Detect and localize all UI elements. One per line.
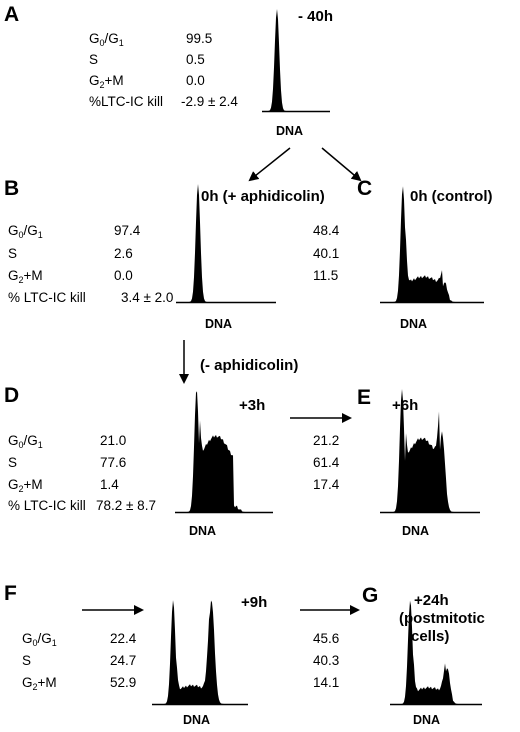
histogram-area <box>390 600 482 704</box>
label-g2m: G2+M <box>89 73 124 90</box>
value-g2m: 17.4 <box>313 477 340 492</box>
label-ltc-kill: % LTC-IC kill <box>8 290 86 305</box>
label-g0g1: G0/G1 <box>89 31 124 48</box>
value-g0g1: 22.4 <box>110 631 137 646</box>
panel-letter-b: B <box>4 177 20 200</box>
value-s: 77.6 <box>100 455 127 470</box>
panel-letter-g: G <box>362 584 379 607</box>
value-s: 0.5 <box>186 52 205 67</box>
label-ltc-kill: %LTC-IC kill <box>89 94 163 109</box>
label-g2m: G2+M <box>8 268 43 285</box>
value-ltc-kill: 78.2 ± 8.7 <box>96 498 156 513</box>
value-g2m: 14.1 <box>313 675 340 690</box>
value-s: 2.6 <box>114 246 133 261</box>
panel-time-label: - 40h <box>298 8 334 25</box>
value-g2m: 0.0 <box>186 73 205 88</box>
histogram-area <box>175 391 273 512</box>
value-g0g1: 21.2 <box>313 433 340 448</box>
panel-letter-a: A <box>4 3 20 26</box>
value-g2m: 1.4 <box>100 477 119 492</box>
dna-axis-label: DNA <box>402 524 430 538</box>
value-g2m: 11.5 <box>313 268 339 283</box>
label-s: S <box>8 455 18 470</box>
panel-time-label: +24h <box>414 592 449 609</box>
value-g2m: 0.0 <box>114 268 133 283</box>
value-s: 61.4 <box>313 455 340 470</box>
panel-letter-d: D <box>4 384 20 407</box>
panel-letter-c: C <box>357 177 373 200</box>
label-ltc-kill: % LTC-IC kill <box>8 498 86 513</box>
value-ltc-kill: 3.4 ± 2.0 <box>121 290 174 305</box>
value-g2m: 52.9 <box>110 675 137 690</box>
arrow-to-c <box>321 147 362 182</box>
panel-time-label: 0h (control) <box>410 188 493 205</box>
label-g0g1: G0/G1 <box>8 433 43 450</box>
label-g2m: G2+M <box>8 477 43 494</box>
minus-aphidicolin-label: (- aphidicolin) <box>200 357 299 374</box>
dna-axis-label: DNA <box>189 524 217 538</box>
value-g0g1: 99.5 <box>186 31 213 46</box>
histogram-area <box>262 9 330 111</box>
histogram-area <box>176 184 276 302</box>
label-g0g1: G0/G1 <box>8 223 43 240</box>
label-g2m: G2+M <box>22 675 57 692</box>
value-g0g1: 21.0 <box>100 433 127 448</box>
panel-time-label: +3h <box>239 397 266 414</box>
histogram-area <box>152 600 248 704</box>
panel-time-label: +6h <box>392 397 419 414</box>
dna-histogram-b <box>176 184 276 304</box>
panel-time-label: 0h (+ aphidicolin) <box>201 188 325 205</box>
panel-letter-e: E <box>357 386 372 409</box>
dna-histogram-c <box>380 186 484 304</box>
histogram-area <box>380 389 480 512</box>
dna-axis-label: DNA <box>400 317 428 331</box>
arrow-to-b <box>248 147 291 182</box>
value-ltc-kill: -2.9 ± 2.4 <box>181 94 238 109</box>
value-g0g1: 45.6 <box>313 631 340 646</box>
panel-letter-f: F <box>4 582 17 605</box>
panel-time-label: +9h <box>241 594 268 611</box>
dna-axis-label: DNA <box>276 124 304 138</box>
value-g0g1: 48.4 <box>313 223 340 238</box>
label-s: S <box>22 653 32 668</box>
label-s: S <box>89 52 99 67</box>
dna-histogram-e <box>380 389 480 514</box>
value-s: 40.3 <box>313 653 340 668</box>
dna-histogram-f <box>152 600 248 706</box>
value-g0g1: 97.4 <box>114 223 141 238</box>
dna-axis-label: DNA <box>183 713 211 727</box>
dna-axis-label: DNA <box>205 317 233 331</box>
histogram-area <box>380 186 484 302</box>
dna-axis-label: DNA <box>413 713 441 727</box>
dna-histogram-a <box>262 9 330 113</box>
value-s: 24.7 <box>110 653 137 668</box>
panel-time-label: cells) <box>411 628 450 645</box>
dna-histogram-g <box>390 600 482 706</box>
label-g0g1: G0/G1 <box>22 631 57 648</box>
panel-time-label: (postmitotic <box>399 610 485 627</box>
value-s: 40.1 <box>313 246 340 261</box>
label-s: S <box>8 246 18 261</box>
dna-histogram-d <box>175 391 273 514</box>
